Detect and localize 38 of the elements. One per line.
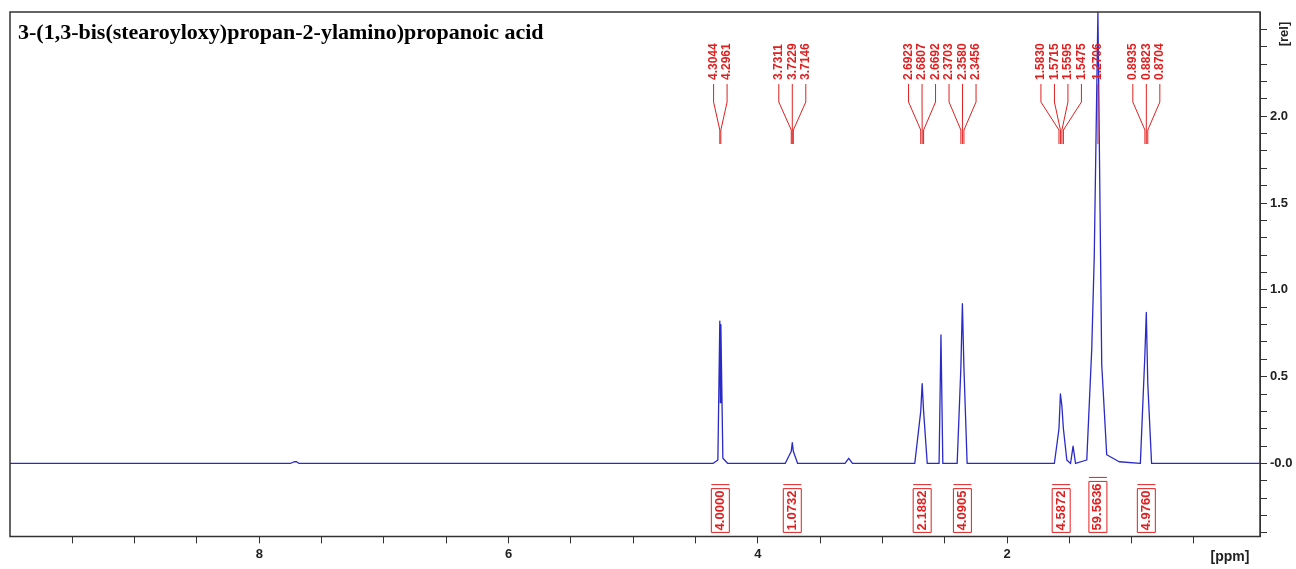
y-tick-label: 2.0	[1270, 107, 1289, 123]
annotation: 2.1882	[913, 490, 929, 531]
x-tick-label: 8	[255, 545, 263, 561]
annotation: 1.5475	[1073, 42, 1088, 80]
annotation: 4.0000	[711, 490, 727, 531]
annotation: 4.3044	[705, 42, 720, 80]
annotation: 3.7146	[798, 42, 813, 80]
annotation: 4.5872	[1052, 490, 1068, 531]
chart-title: 3-(1,3-bis(stearoyloxy)propan-2-ylamino)propanoic acid	[18, 18, 544, 44]
x-tick-label: 2	[1003, 545, 1011, 561]
y-axis-title: [rel]	[1275, 21, 1291, 47]
annotation: 1.2706	[1090, 42, 1105, 80]
annotation: 0.8704	[1152, 42, 1167, 80]
y-tick-label: 1.0	[1270, 281, 1289, 297]
x-axis-title: [ppm]	[1210, 548, 1250, 565]
x-tick-label: 6	[504, 545, 513, 561]
annotation: 2.3703	[941, 42, 956, 80]
annotation: 3.7311	[771, 43, 786, 80]
annotation: 2.6692	[927, 42, 942, 80]
y-tick-label: -0.0	[1270, 455, 1293, 471]
y-tick-label: 1.5	[1270, 194, 1289, 210]
annotation: 4.2961	[719, 42, 734, 80]
annotation: 4.9760	[1137, 490, 1153, 531]
annotation: 2.3580	[954, 42, 969, 80]
x-tick-label: 4	[754, 545, 763, 561]
annotation: 1.0732	[783, 490, 799, 531]
annotation: 2.3456	[968, 42, 983, 80]
annotation: 2.6807	[914, 42, 929, 80]
annotation: 0.8935	[1125, 42, 1140, 80]
annotation: 0.8823	[1138, 42, 1153, 80]
annotation: 59.5636	[1089, 483, 1105, 531]
annotation: 4.0905	[953, 490, 969, 531]
annotation: 1.5715	[1046, 42, 1061, 80]
annotation: 3.7229	[784, 42, 799, 80]
annotation: 1.5595	[1060, 42, 1075, 80]
annotation: 1.5830	[1033, 42, 1048, 80]
y-tick-label: 0.5	[1270, 368, 1289, 384]
annotation: 2.6923	[900, 42, 915, 80]
